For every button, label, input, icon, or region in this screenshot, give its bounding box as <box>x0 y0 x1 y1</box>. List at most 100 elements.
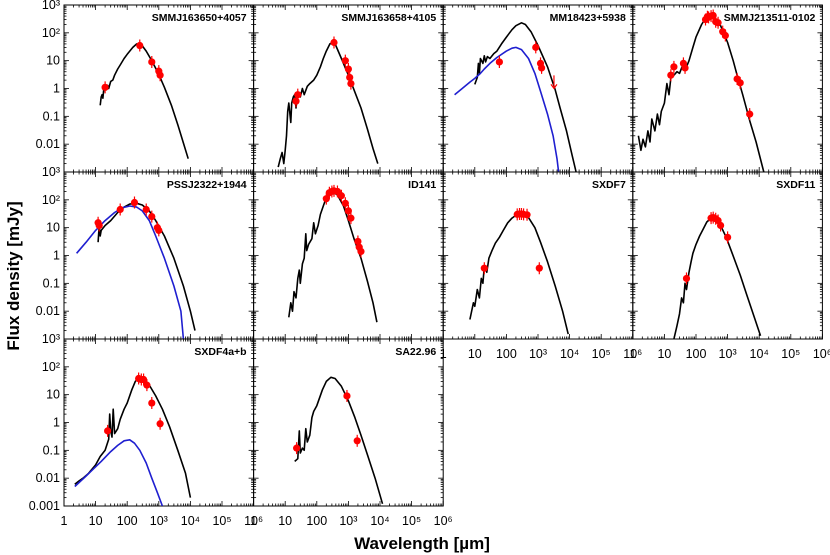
x-tick-label: 10⁵ <box>781 347 800 361</box>
panel-title: ID141 <box>408 179 436 191</box>
y-tick-label: 10 <box>46 54 60 68</box>
x-tick-label: 10⁵ <box>402 514 421 528</box>
component-sed-line <box>454 46 560 172</box>
observed-point <box>148 212 156 221</box>
observed-point <box>143 381 151 389</box>
y-tick-label: 10³ <box>42 0 60 12</box>
observed-point <box>130 198 139 207</box>
observed-point <box>724 233 732 241</box>
observed-point <box>136 41 144 50</box>
y-tick-label: 10 <box>46 221 60 235</box>
panel-1: SMMJ163658+4105 <box>253 4 444 173</box>
observed-point <box>343 392 351 400</box>
y-tick-labels: 0.01 0.1 1 10 10² 10³ 0.01 0.1 1 10 10² 10³ 0.001 0.0… <box>29 0 60 513</box>
x-tick-label: 10⁴ <box>181 514 200 528</box>
y-tick-label: 1 <box>53 249 60 263</box>
x-tick-label: 100 <box>117 514 138 528</box>
panel-3: SMMJ213511-0102 <box>632 4 823 173</box>
y-tick-label: 0.001 <box>29 499 60 513</box>
y-tick-label: 10² <box>42 26 60 40</box>
observed-point <box>682 274 691 283</box>
observed-point <box>142 205 150 214</box>
observed-point <box>95 221 103 230</box>
total-sed-line <box>74 377 192 498</box>
x-tick-label: 10⁶ <box>623 347 642 361</box>
total-sed-line <box>277 41 379 168</box>
observed-point <box>347 214 355 222</box>
x-tick-label: 1 <box>61 514 68 528</box>
observed-point <box>716 221 725 230</box>
panel-frame <box>632 4 823 173</box>
x-tick-label: 10⁵ <box>212 514 231 528</box>
panel-6: SXDF7 <box>442 171 634 340</box>
panel-frame <box>253 171 444 340</box>
x-tick-label: 10⁶ <box>813 347 830 361</box>
observed-point <box>293 444 301 452</box>
y-tick-label: 10³ <box>42 165 60 179</box>
panel-9: SA22.96 <box>253 338 444 507</box>
total-sed-line <box>637 16 765 172</box>
x-tick-label: 100 <box>686 347 707 361</box>
observed-point <box>670 63 678 71</box>
total-sed-line <box>673 217 762 339</box>
total-sed-line <box>99 43 189 159</box>
x-tick-label: 10³ <box>529 347 547 361</box>
x-tick-label: 100 <box>306 514 327 528</box>
y-tick-label: 1 <box>53 82 60 96</box>
observed-point <box>116 205 124 214</box>
observed-point <box>155 226 163 234</box>
panel-title: MM18423+5938 <box>550 12 626 24</box>
observed-point <box>341 57 349 65</box>
x-tick-label: 100 <box>496 347 517 361</box>
y-tick-label: 0.1 <box>43 276 60 290</box>
panel-title: SXDF11 <box>776 179 815 191</box>
y-tick-label: 10² <box>42 193 60 207</box>
x-tick-label: 1 <box>250 514 257 528</box>
panel-title: SXDF4a+b <box>194 346 246 358</box>
panel-5: ID141 <box>253 171 444 340</box>
observed-point <box>148 58 156 66</box>
observed-point <box>104 427 112 435</box>
observed-point <box>523 211 531 219</box>
x-tick-label: 10 <box>468 347 482 361</box>
y-tick-label: 1 <box>53 416 60 430</box>
panel-frame <box>632 171 823 340</box>
observed-point <box>495 58 503 66</box>
observed-point <box>337 192 345 200</box>
panel-title: SMMJ163650+4057 <box>152 12 247 24</box>
x-tick-label: 10⁴ <box>750 347 769 361</box>
panel-8: SXDF4a+b <box>63 338 255 507</box>
total-sed-line <box>294 376 384 505</box>
observed-point <box>667 71 675 79</box>
observed-point <box>294 91 302 99</box>
total-sed-line <box>288 191 378 323</box>
observed-point <box>746 110 754 118</box>
total-sed-line <box>474 22 577 172</box>
panel-0: SMMJ163650+4057 <box>63 4 255 173</box>
component-sed-line <box>75 205 185 339</box>
observed-point <box>344 65 352 73</box>
y-tick-label: 0.01 <box>36 137 60 151</box>
observed-point <box>101 83 109 91</box>
y-tick-label: 10³ <box>42 332 60 346</box>
observed-point <box>480 264 488 272</box>
x-tick-label: 1 <box>629 347 636 361</box>
x-tick-label: 10⁶ <box>434 514 453 528</box>
observed-point <box>346 73 354 82</box>
observed-point <box>139 375 148 384</box>
panel-2: MM18423+5938 <box>442 4 634 173</box>
y-tick-label: 10² <box>42 360 60 374</box>
observed-point <box>681 64 689 72</box>
observed-point <box>344 207 352 215</box>
observed-point <box>148 399 156 407</box>
x-axis-label: Wavelength [µm] <box>354 534 490 553</box>
observed-point <box>714 19 722 27</box>
observed-point <box>330 38 338 47</box>
y-tick-label: 10 <box>46 388 60 402</box>
observed-point <box>322 195 330 203</box>
upper-limit-arrow <box>550 84 558 90</box>
panel-7: SXDF11 <box>632 171 823 340</box>
panel-4: PSSJ2322+1944 <box>63 171 255 340</box>
observed-point <box>721 31 729 40</box>
